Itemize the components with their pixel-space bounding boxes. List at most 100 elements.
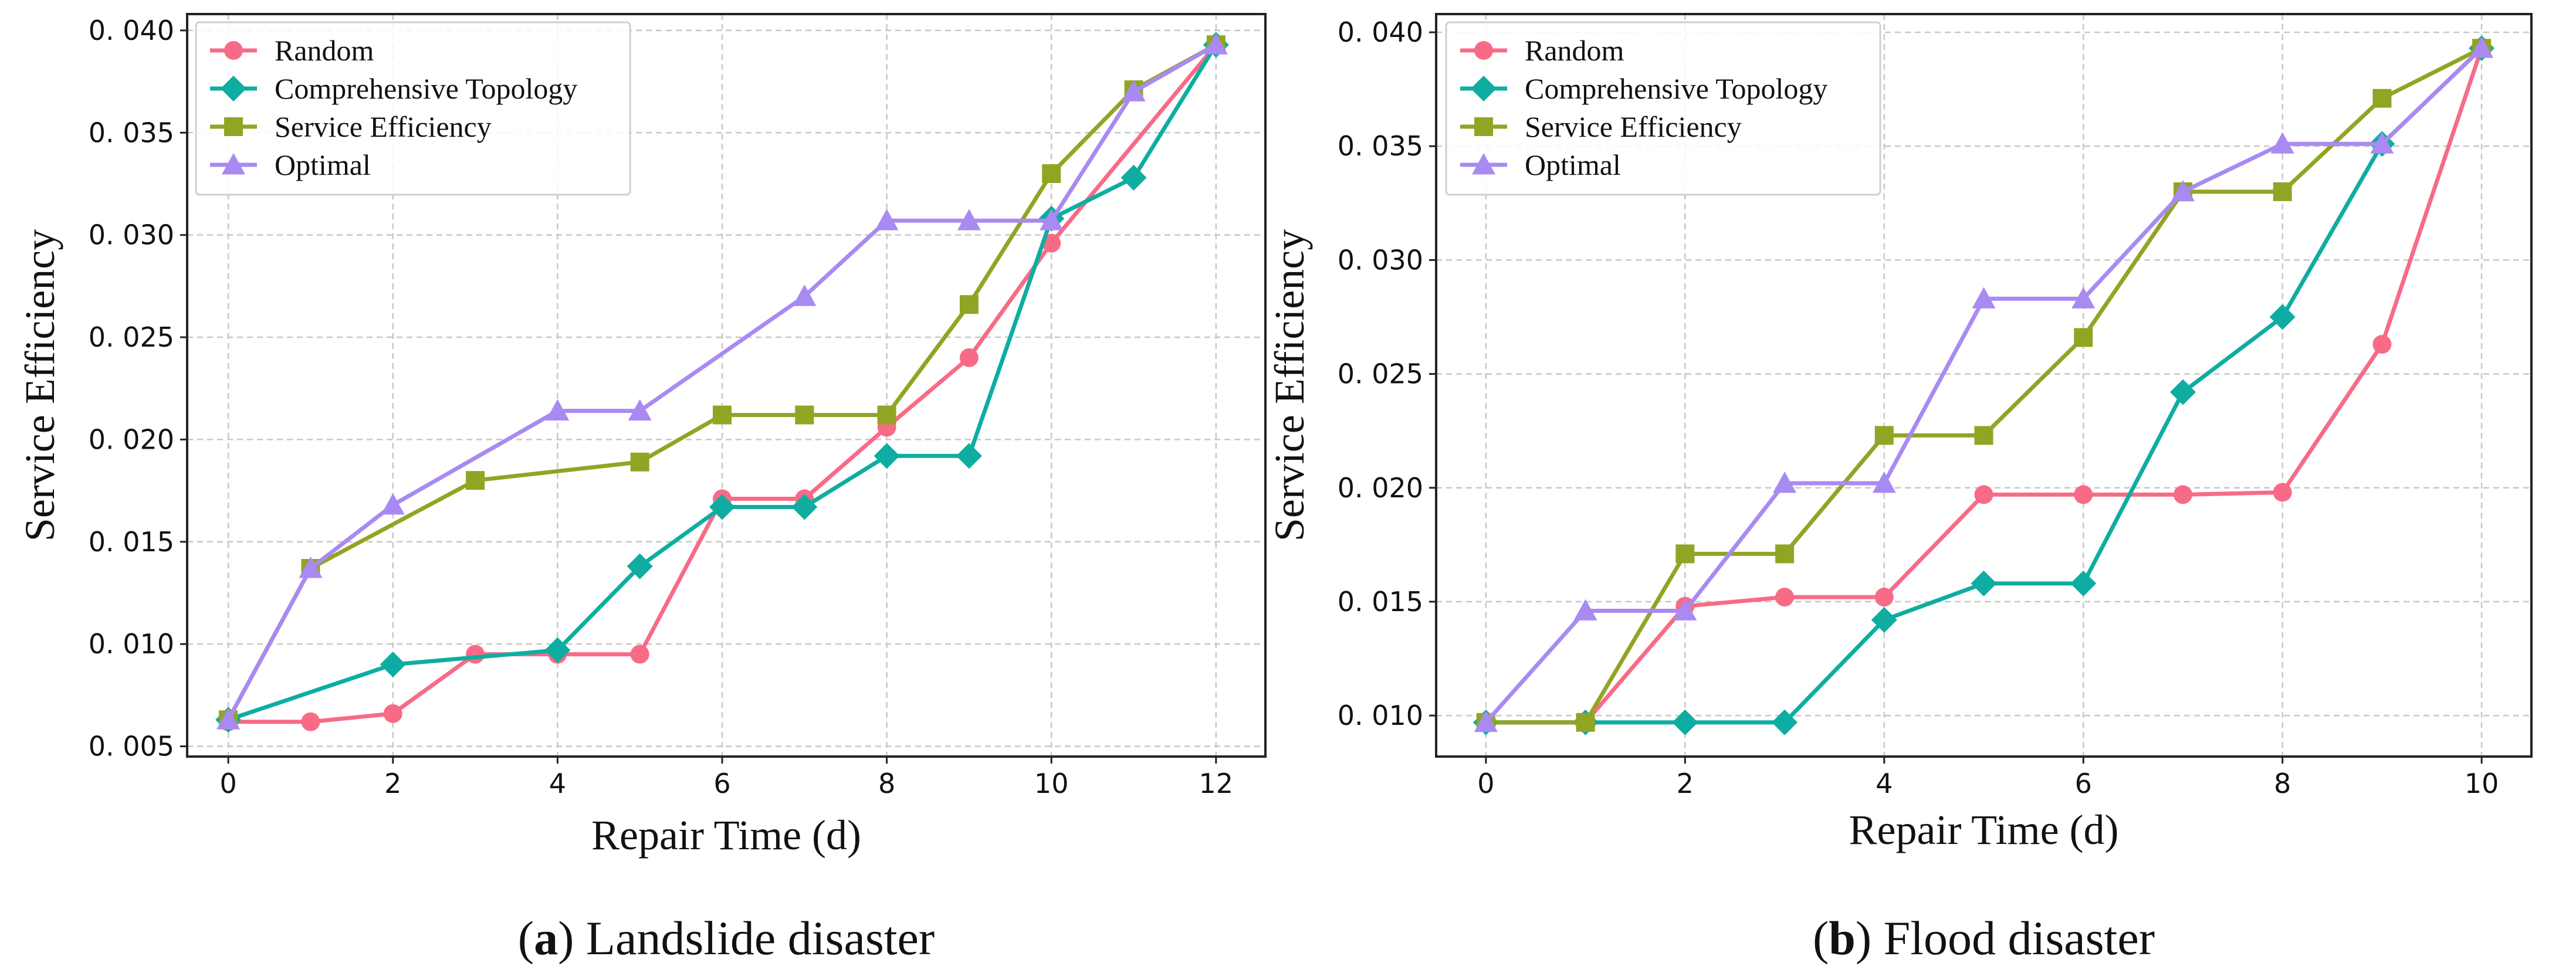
data-point-optimal xyxy=(793,284,817,306)
data-point-service-efficiency xyxy=(712,405,732,425)
data-point-service-efficiency xyxy=(877,405,896,425)
data-point-comprehensive-topology xyxy=(627,553,653,579)
legend-label: Comprehensive Topology xyxy=(275,72,577,105)
legend-marker xyxy=(224,117,243,136)
legend-marker xyxy=(1474,41,1493,60)
data-point-service-efficiency xyxy=(795,405,814,425)
data-point-comprehensive-topology xyxy=(791,494,818,520)
data-point-random xyxy=(959,348,979,367)
series-optimal xyxy=(216,33,1228,730)
y-tick-label: 0. 010 xyxy=(1338,700,1423,731)
data-point-optimal xyxy=(628,399,652,421)
x-tick-label: 12 xyxy=(1199,768,1234,799)
data-point-random xyxy=(466,645,485,664)
legend-item-comprehensive-topology: Comprehensive Topology xyxy=(210,72,577,105)
legend-label: Comprehensive Topology xyxy=(1525,72,1827,105)
y-tick-label: 0. 035 xyxy=(89,117,174,148)
data-point-service-efficiency xyxy=(466,471,485,490)
legend-marker xyxy=(221,76,246,101)
data-point-random xyxy=(301,712,320,731)
data-point-comprehensive-topology xyxy=(2070,570,2097,596)
y-tick-label: 0. 020 xyxy=(1338,472,1423,504)
y-tick-label: 0. 040 xyxy=(1338,16,1423,48)
data-point-comprehensive-topology xyxy=(1871,606,1897,633)
x-axis-label: Repair Time (d) xyxy=(1849,806,2119,853)
legend: Random Comprehensive Topology Service Effi… xyxy=(195,21,631,196)
data-point-optimal xyxy=(1204,33,1228,55)
legend-item-optimal: Optimal xyxy=(1460,148,1621,181)
caption-open-paren: ( xyxy=(518,911,534,965)
legend-label: Optimal xyxy=(1525,148,1621,181)
data-point-comprehensive-topology xyxy=(1772,709,1798,735)
data-point-optimal xyxy=(2071,287,2096,308)
data-point-optimal xyxy=(546,399,570,421)
data-point-optimal xyxy=(381,493,405,515)
data-point-comprehensive-topology xyxy=(874,443,900,469)
x-tick-label: 2 xyxy=(1677,768,1694,799)
x-tick-label: 6 xyxy=(713,768,730,799)
legend-box xyxy=(195,21,631,196)
data-point-optimal xyxy=(2171,179,2195,202)
data-point-service-efficiency xyxy=(1576,713,1595,732)
legend-item-service-efficiency: Service Efficiency xyxy=(1460,110,1742,143)
x-tick-label: 4 xyxy=(549,768,566,799)
data-point-comprehensive-topology xyxy=(1672,709,1698,735)
data-point-random xyxy=(383,704,402,723)
data-point-optimal xyxy=(957,209,981,230)
legend-item-optimal: Optimal xyxy=(210,148,371,181)
x-tick-label: 0 xyxy=(220,768,237,799)
data-point-optimal xyxy=(875,209,899,230)
data-point-random xyxy=(2372,335,2392,354)
caption-open-paren: ( xyxy=(1813,911,1829,965)
data-point-service-efficiency xyxy=(959,295,979,314)
figure-caption: (a) Landslide disaster xyxy=(518,911,935,965)
legend-label: Random xyxy=(1525,34,1624,67)
plot-frame xyxy=(186,13,1267,758)
legend-marker xyxy=(222,153,245,175)
data-point-optimal xyxy=(1122,80,1146,101)
caption-letter: b xyxy=(1829,911,1856,965)
data-point-random xyxy=(1775,588,1795,607)
legend-label: Service Efficiency xyxy=(1525,110,1742,143)
x-tick-label: 4 xyxy=(1876,768,1893,799)
data-point-comprehensive-topology xyxy=(2269,304,2296,330)
data-point-service-efficiency xyxy=(2074,328,2093,347)
data-point-optimal xyxy=(2470,36,2494,58)
legend-marker xyxy=(1474,117,1493,136)
x-tick-label: 8 xyxy=(2274,768,2291,799)
data-point-optimal xyxy=(1773,471,1797,493)
y-tick-label: 0. 025 xyxy=(89,321,174,353)
data-point-random xyxy=(1974,485,1993,504)
data-point-optimal xyxy=(1673,599,1697,620)
data-point-service-efficiency xyxy=(630,452,649,472)
caption-close-paren: ) xyxy=(1856,911,1871,965)
data-point-service-efficiency xyxy=(1874,426,1894,445)
y-tick-label: 0. 010 xyxy=(89,628,174,660)
y-tick-label: 0. 030 xyxy=(1338,244,1423,276)
chart-panel-landslide: 0 2 4 6 8 10 12 0. 005 0. 010 0. 015 0. 020 0. 025 0… xyxy=(16,13,1267,965)
y-tick-label: 0. 020 xyxy=(89,423,174,455)
legend-label: Optimal xyxy=(275,148,371,181)
data-point-random xyxy=(1042,233,1061,253)
data-point-optimal xyxy=(1474,710,1498,733)
caption-close-paren: ) xyxy=(558,911,574,965)
figure-caption: (b) Flood disaster xyxy=(1813,911,2155,965)
y-axis-label: Service Efficiency xyxy=(16,229,63,541)
data-point-optimal xyxy=(1573,599,1597,620)
data-point-comprehensive-topology xyxy=(1971,570,1997,596)
data-point-service-efficiency xyxy=(1974,426,1993,445)
data-point-comprehensive-topology xyxy=(956,443,982,469)
data-point-optimal xyxy=(216,708,241,730)
legend-marker xyxy=(224,41,243,60)
data-point-service-efficiency xyxy=(1775,544,1795,564)
data-point-optimal xyxy=(1040,209,1064,230)
y-tick-label: 0. 015 xyxy=(89,526,174,558)
y-axis-label: Service Efficiency xyxy=(1266,229,1313,541)
caption-letter: a xyxy=(534,911,558,965)
data-point-comprehensive-topology xyxy=(1121,165,1147,191)
legend-item-comprehensive-topology: Comprehensive Topology xyxy=(1460,72,1827,105)
data-point-service-efficiency xyxy=(2273,182,2292,201)
legend-marker xyxy=(1471,76,1497,101)
data-point-random xyxy=(630,645,649,664)
x-tick-label: 10 xyxy=(2465,768,2499,799)
